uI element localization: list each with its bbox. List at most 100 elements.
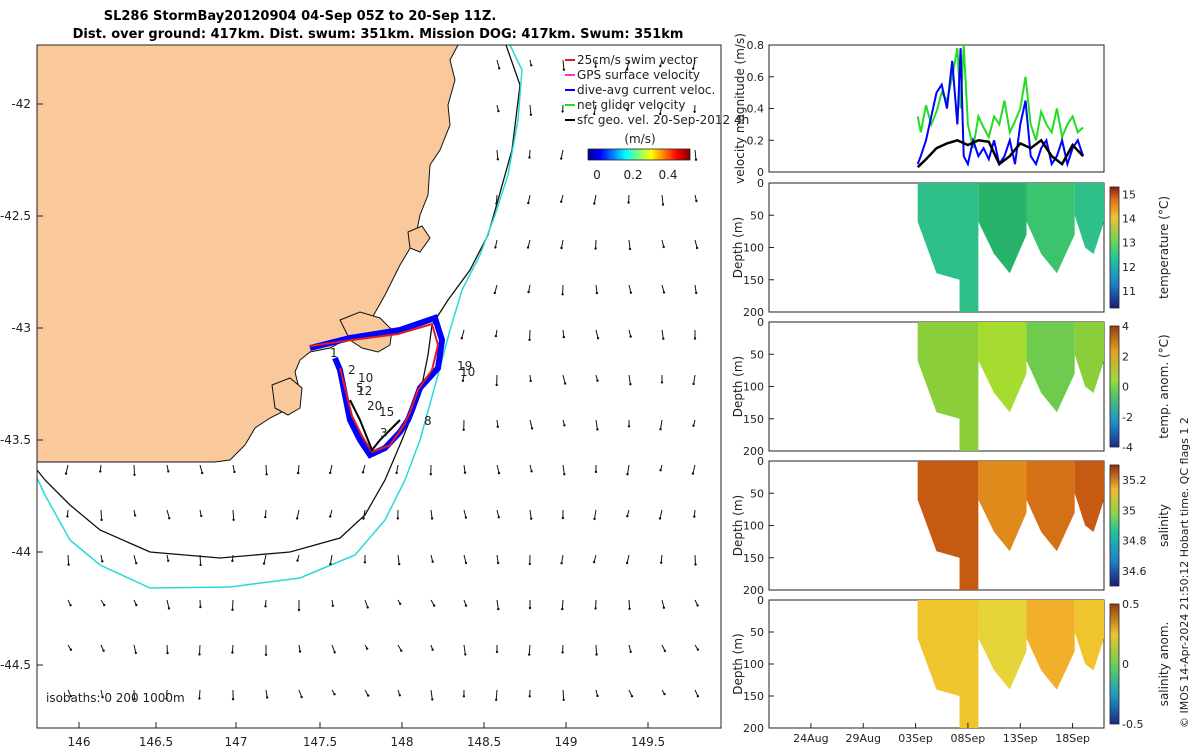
quiver-arrow-head (198, 653, 200, 655)
quiver-arrow-head (266, 696, 268, 698)
quiver-arrow-head (696, 247, 698, 249)
quiver-arrow (596, 645, 597, 655)
quiver-arrow-head (398, 563, 400, 565)
section-block (1027, 600, 1075, 690)
velocity-series-net_glider (918, 45, 1083, 148)
quiver-arrow-head (135, 652, 137, 654)
quiver-arrow-head (395, 472, 397, 474)
quiver-arrow-head (630, 651, 632, 653)
map-y-tick-label: -44 (11, 545, 31, 559)
quiver-arrow-head (695, 159, 697, 161)
quiver-arrow-head (101, 560, 103, 562)
quiver-arrow-head (462, 380, 464, 382)
quiver-arrow-head (528, 653, 530, 655)
day-label: 3 (380, 426, 388, 440)
colorbar-tick-2: 0.4 (658, 168, 677, 182)
day-label: 2 (348, 363, 356, 377)
colorbar-tick-label: 2 (1122, 350, 1129, 363)
quiver-arrow-head (399, 603, 401, 605)
quiver-arrow-head (497, 110, 499, 112)
section-block (978, 322, 1026, 412)
quiver-arrow-head (102, 650, 104, 652)
quiver-arrow-head (168, 517, 170, 519)
quiver-arrow-head (498, 516, 500, 518)
depth-tick-label: 50 (750, 209, 764, 222)
quiver-arrow-head (296, 559, 298, 561)
title-line-2: Dist. over ground: 417km. Dist. swum: 35… (73, 27, 684, 42)
quiver-arrow-head (662, 338, 664, 340)
legend-label-net_glider: net glider velocity (577, 98, 685, 112)
quiver-arrow-head (199, 564, 201, 566)
map-x-tick-label: 146.5 (139, 735, 173, 749)
side-note: © IMOS 14-Apr-2024 21:50:12 Hobart time.… (1178, 417, 1191, 728)
quiver-arrow-head (334, 651, 336, 653)
quiver-arrow-head (134, 514, 136, 516)
map-y-tick-label: -43.5 (0, 433, 31, 447)
quiver-arrow-head (595, 471, 597, 473)
quiver-arrow-head (529, 695, 531, 697)
colorbar-label: (m/s) (624, 132, 655, 146)
quiver-arrow-head (561, 651, 563, 653)
quiver-arrow-head (630, 335, 632, 337)
depth-tick-label: 100 (743, 242, 764, 255)
colorbar-tick-label: 0.5 (1122, 598, 1140, 611)
quiver-arrow-head (593, 561, 595, 563)
quiver-arrow (695, 555, 696, 565)
quiver-arrow-head (366, 647, 368, 649)
colorbar-tick-label: -2 (1122, 411, 1133, 424)
quiver-arrow-head (133, 474, 135, 476)
colorbar-label: temperature (°C) (1157, 196, 1171, 299)
quiver-arrow (496, 195, 497, 204)
quiver-arrow-head (265, 473, 267, 475)
quiver-arrow-head (529, 607, 531, 609)
quiver-arrow-head (329, 563, 331, 565)
map-x-tick-label: 149 (555, 735, 578, 749)
map-x-tick-label: 147 (225, 735, 248, 749)
map-y-tick-label: -42 (11, 97, 31, 111)
day-label: 15 (379, 405, 394, 419)
quiver-arrow-head (530, 470, 532, 472)
map-x-tick-label: 149.5 (631, 735, 665, 749)
colorbar-tick-label: -4 (1122, 441, 1133, 454)
section-block (1075, 322, 1104, 393)
colorbar-tick-label: 13 (1122, 237, 1136, 250)
section-block (978, 600, 1026, 690)
quiver-arrow-head (100, 519, 102, 521)
colorbar-label: temp. anom. (°C) (1157, 334, 1171, 438)
quiver-arrow-head (561, 110, 563, 112)
quiver-arrow-head (527, 291, 529, 293)
quiver-arrow-head (264, 516, 266, 518)
quiver-arrow-head (659, 428, 661, 430)
quiver-arrow-head (201, 472, 203, 474)
quiver-arrow-head (430, 473, 432, 475)
colorbar-tick-label: 15 (1122, 188, 1136, 201)
velocity-y-tick-label: 0.4 (747, 103, 765, 116)
quiver-arrow-head (496, 651, 498, 653)
quiver-arrow-head (296, 517, 298, 519)
quiver-arrow-head (695, 292, 697, 294)
depth-axis-label: Depth (m) (731, 495, 745, 556)
colorbar-tick-label: 12 (1122, 261, 1136, 274)
quiver-arrow-head (464, 653, 466, 655)
legend-label-sfc_geo: sfc geo. vel. 20-Sep-2012 4h (577, 113, 749, 127)
quiver-arrow-head (663, 291, 665, 293)
quiver-arrow-head (596, 428, 598, 430)
quiver-arrow-head (697, 648, 699, 650)
quiver-arrow-head (432, 561, 434, 563)
quiver-arrow-head (231, 560, 233, 562)
colorbar-tick-label: 35 (1122, 504, 1136, 517)
quiver-arrow-head (298, 609, 300, 611)
colorbar-tick-label: -0.5 (1122, 718, 1143, 731)
quiver-arrow-head (696, 604, 698, 606)
quiver-arrow-head (399, 694, 401, 696)
time-tick-label: 24Aug (793, 732, 828, 745)
legend-label-dive_avg: dive-avg current veloc. (577, 83, 715, 97)
section-block (1027, 183, 1075, 273)
quiver-arrow-head (199, 606, 201, 608)
map-x-tick-label: 148.5 (467, 735, 501, 749)
time-tick-label: 29Aug (845, 732, 880, 745)
time-tick-label: 13Sep (1003, 732, 1038, 745)
section-block (1075, 183, 1104, 254)
section-block (978, 183, 1026, 273)
time-tick-label: 18Sep (1055, 732, 1090, 745)
